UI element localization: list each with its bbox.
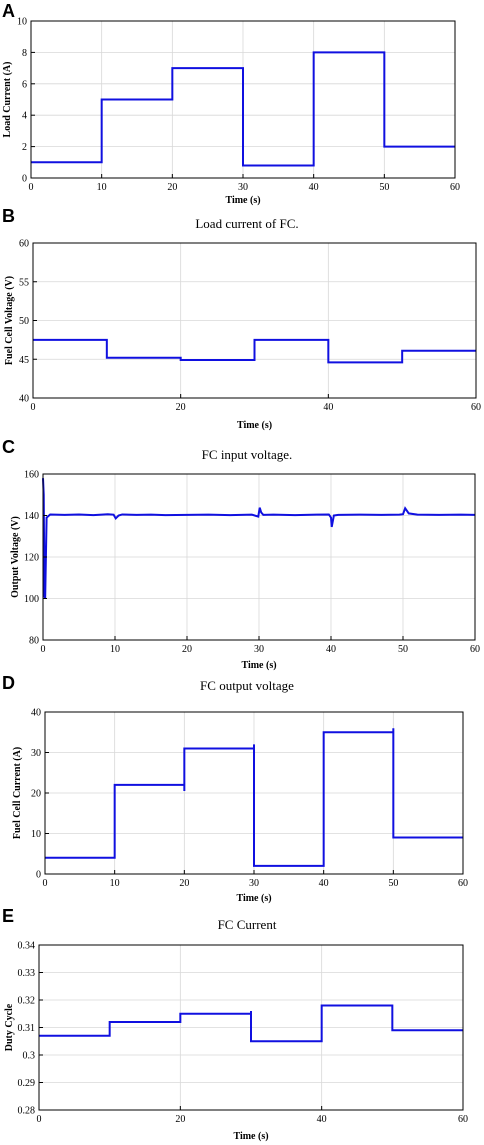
panel-d-letter: D <box>2 673 15 693</box>
y-tick-label: 0.33 <box>18 968 36 979</box>
x-tick-label: 0 <box>31 402 36 413</box>
y-tick-label: 55 <box>19 277 29 288</box>
x-tick-label: 60 <box>458 878 468 889</box>
series-line <box>33 338 476 364</box>
x-tick-label: 30 <box>238 182 248 193</box>
y-axis-label: Fuel Cell Voltage (V) <box>4 276 15 365</box>
x-tick-label: 40 <box>317 1114 327 1125</box>
series-line <box>31 51 455 167</box>
y-tick-label: 0.29 <box>18 1078 36 1089</box>
panel-c: C 0 10 20 30 40 50 60 80 100 120 140 160 Time (s) Out… <box>2 437 480 693</box>
x-tick-label: 60 <box>450 182 460 193</box>
y-tick-label: 40 <box>19 394 29 405</box>
x-axis-label: Time (s) <box>241 660 276 671</box>
y-tick-label: 2 <box>22 142 27 153</box>
y-tick-label: 45 <box>19 355 29 366</box>
x-axis-label: Time (s) <box>225 195 260 206</box>
panel-d-caption: FC Current <box>218 917 277 932</box>
panel-b-caption: FC input voltage. <box>202 447 293 462</box>
y-tick-label: 60 <box>19 239 29 250</box>
panel-a: A 0 10 20 30 40 50 60 0 2 4 6 8 10 Time (s) Load Curre… <box>2 1 460 231</box>
x-tick-label: 20 <box>175 1114 185 1125</box>
x-axis-label: Time (s) <box>236 893 271 904</box>
panel-e: E 0 20 40 60 0.28 0.29 0.3 0.31 0.32 0.33 0.34 Time… <box>2 906 468 1142</box>
y-tick-label: 30 <box>31 748 41 759</box>
y-tick-label: 100 <box>24 594 39 605</box>
panel-c-caption: FC output voltage <box>200 678 294 693</box>
x-tick-label: 0 <box>43 878 48 889</box>
x-tick-label: 20 <box>176 402 186 413</box>
y-tick-label: 6 <box>22 79 27 90</box>
x-tick-label: 60 <box>471 402 481 413</box>
y-tick-label: 0 <box>36 870 41 881</box>
y-tick-label: 20 <box>31 789 41 800</box>
x-tick-label: 10 <box>97 182 107 193</box>
y-tick-label: 140 <box>24 511 39 522</box>
y-tick-label: 8 <box>22 48 27 59</box>
y-tick-label: 40 <box>31 708 41 719</box>
x-tick-label: 50 <box>388 878 398 889</box>
panel-a-letter: A <box>2 1 15 21</box>
x-tick-label: 10 <box>110 878 120 889</box>
y-tick-label: 120 <box>24 553 39 564</box>
x-tick-label: 50 <box>398 644 408 655</box>
y-axis-label: Fuel Cell Current (A) <box>12 747 23 839</box>
x-tick-label: 20 <box>167 182 177 193</box>
y-tick-label: 0.32 <box>18 996 36 1007</box>
series-line <box>42 478 476 599</box>
y-tick-label: 0.3 <box>23 1051 36 1062</box>
x-tick-label: 0 <box>41 644 46 655</box>
x-tick-label: 20 <box>179 878 189 889</box>
y-axis-label: Output Voltage (V) <box>10 516 21 598</box>
y-tick-label: 0.31 <box>18 1023 36 1034</box>
panel-a-caption: Load current of FC. <box>195 216 298 231</box>
series-line <box>45 728 463 867</box>
x-tick-label: 50 <box>379 182 389 193</box>
y-tick-label: 10 <box>31 829 41 840</box>
x-tick-label: 40 <box>323 402 333 413</box>
y-tick-label: 0 <box>22 174 27 185</box>
y-axis-label: Duty Cycle <box>4 1003 15 1051</box>
y-tick-label: 160 <box>24 470 39 481</box>
x-axis-label: Time (s) <box>237 420 272 431</box>
series-line <box>39 1004 463 1043</box>
x-tick-label: 40 <box>309 182 319 193</box>
x-tick-label: 0 <box>29 182 34 193</box>
x-tick-label: 20 <box>182 644 192 655</box>
panel-b: B 0 20 40 60 40 45 50 55 60 Time (s) Fuel Cell Vol… <box>2 206 481 462</box>
x-tick-label: 40 <box>319 878 329 889</box>
y-tick-label: 10 <box>17 17 27 28</box>
y-tick-label: 0.34 <box>18 941 36 952</box>
y-tick-label: 50 <box>19 316 29 327</box>
x-tick-label: 30 <box>249 878 259 889</box>
x-tick-label: 60 <box>470 644 480 655</box>
x-tick-label: 30 <box>254 644 264 655</box>
x-tick-label: 0 <box>37 1114 42 1125</box>
x-tick-label: 40 <box>326 644 336 655</box>
y-tick-label: 0.28 <box>18 1106 36 1117</box>
y-tick-label: 80 <box>29 636 39 647</box>
y-tick-label: 4 <box>22 111 27 122</box>
x-tick-label: 60 <box>458 1114 468 1125</box>
x-tick-label: 10 <box>110 644 120 655</box>
panel-b-letter: B <box>2 206 15 226</box>
y-axis-label: Load Current (A) <box>2 62 13 138</box>
panel-e-letter: E <box>2 906 14 926</box>
panel-c-letter: C <box>2 437 15 457</box>
x-axis-label: Time (s) <box>233 1131 268 1142</box>
panel-d: D 0 10 20 30 40 50 60 0 10 20 30 40 Time (s) Fuel Cel… <box>2 673 468 932</box>
